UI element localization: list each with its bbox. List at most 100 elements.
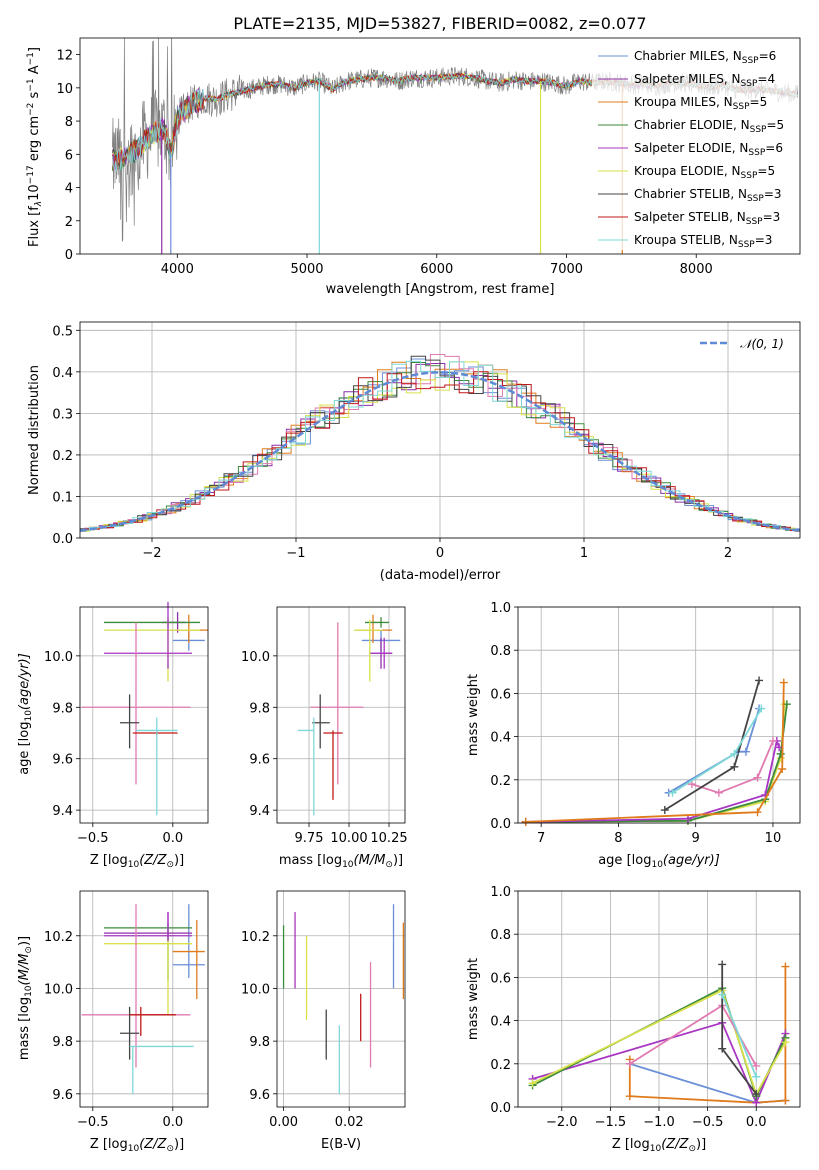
y-tick-label: 4 [65, 182, 73, 197]
legend-subscript: SSP [747, 194, 764, 204]
weight-line [721, 994, 758, 1078]
legend-subscript: SSP [733, 102, 750, 112]
y-tick-label: 9.4 [52, 804, 73, 819]
y-tick-label: 0.0 [52, 532, 73, 547]
x-tick-label: −1.5 [595, 1115, 627, 1130]
weight-marker [757, 704, 766, 713]
weight-marker [718, 1044, 727, 1053]
weight-marker [752, 1072, 761, 1081]
weight-marker [768, 736, 777, 745]
y-tick-label: 0.6 [490, 687, 511, 702]
y-tick-label: 0.1 [52, 490, 73, 505]
histogram-xlabel: (data-model)/error [380, 568, 501, 583]
weight-marker [683, 814, 692, 823]
y-tick-label: 0.3 [52, 407, 73, 422]
y-tick-label: 0.0 [490, 1101, 511, 1116]
age-vs-metallicity-panel: −0.5 0.0 9.4 9.6 9.8 10.0 Z [log10(Z/Z⊙)] age… [17, 601, 209, 870]
weight-marker [718, 960, 727, 969]
x-tick-label: 5000 [290, 262, 323, 277]
weight-marker [730, 762, 739, 771]
x-tick-label: 4000 [161, 262, 194, 277]
histogram-legend: 𝒩(0, 1) [700, 337, 784, 351]
y-tick-label: 9.6 [249, 1088, 270, 1103]
x-tick-label: 0.0 [162, 1115, 183, 1130]
legend-subscript: SSP [738, 240, 755, 250]
legend-count: =6 [759, 49, 777, 63]
weight-marker [752, 1061, 761, 1070]
weight-marker [778, 765, 787, 773]
spectrum-xlabel: wavelength [Angstrom, rest frame] [326, 282, 555, 297]
y-tick-label: 10.2 [44, 930, 73, 945]
x-tick-label: 0.00 [269, 1115, 298, 1130]
mass-vs-ebv-panel: 0.00 0.02 9.6 9.8 10.0 10.2 E(B-V) [241, 890, 406, 1152]
weight-marker [660, 806, 669, 815]
y-tick-label: 9.6 [52, 1088, 73, 1103]
y-tick-label: 0.8 [490, 644, 511, 659]
y-tick-label: 9.4 [249, 804, 270, 819]
weight-marker [752, 1090, 761, 1099]
x-tick-label: −0.5 [77, 831, 109, 846]
legend-label: Chabrier ELODIE, NSSP=5 [634, 118, 784, 135]
y-tick-label: 9.8 [249, 1035, 270, 1050]
legend-label: Salpeter ELODIE, NSSP=6 [634, 141, 783, 158]
x-tick-label: −2.0 [546, 1115, 578, 1130]
spectrum-title: PLATE=2135, MJD=53827, FIBERID=0082, z=0… [233, 14, 646, 33]
legend-count: =6 [765, 141, 783, 155]
weight-vs-age-ylabel: mass weight [466, 674, 481, 756]
weight-marker [718, 990, 727, 999]
mass-vs-metallicity-panel: −0.5 0.0 9.6 9.8 10.0 10.2 Z [log10(Z/Z⊙)] ma… [17, 890, 209, 1154]
age-vs-mass-xlabel: mass [log10(M/M⊙)] [279, 853, 403, 870]
residual-histogram-panel: −2 −1 0 1 2 0.0 0.1 0.2 0.3 0.4 0.5 (data-model)/e… [27, 321, 801, 583]
spectrum-frame [79, 37, 801, 255]
x-tick-label: 10.25 [370, 831, 407, 846]
weight-marker [779, 678, 788, 687]
legend-label: Chabrier MILES, NSSP=6 [634, 49, 776, 66]
y-tick-label: 6 [65, 148, 73, 163]
x-tick-label: 8 [614, 831, 622, 846]
x-tick-label: −0.5 [77, 1115, 109, 1130]
y-tick-label: 0 [65, 248, 73, 263]
legend-subscript: SSP [748, 148, 765, 158]
weight-line [532, 989, 787, 1097]
x-tick-label: 1 [580, 546, 588, 561]
legend-label: Chabrier STELIB, NSSP=3 [634, 187, 782, 204]
y-tick-label: 0.2 [490, 1058, 511, 1073]
y-tick-label: 0.4 [490, 1015, 511, 1030]
legend-count: =5 [757, 164, 775, 178]
mass-vs-metallicity-ylabel: mass [log10(M/M⊙)] [17, 936, 34, 1060]
weight-marker [528, 1079, 537, 1088]
y-tick-label: 9.6 [249, 753, 270, 768]
weight-marker [521, 817, 530, 826]
y-tick-label: 9.8 [52, 701, 73, 716]
legend-subscript: SSP [741, 171, 758, 181]
legend-count: =5 [766, 118, 784, 132]
weight-vs-age-xlabel: age [log10(age/yr)] [598, 853, 720, 870]
weight-marker [668, 788, 677, 797]
x-tick-label: 2 [724, 546, 732, 561]
legend-count: =3 [764, 187, 782, 201]
weight-vs-age-frame [517, 606, 801, 824]
legend-count: =4 [757, 72, 775, 86]
x-tick-label: 6000 [420, 262, 453, 277]
legend-subscript: SSP [741, 79, 758, 89]
age-vs-mass-panel: 9.75 10.00 10.25 9.4 9.6 9.8 10.0 mass [log10(… [241, 606, 408, 870]
x-tick-label: 10 [765, 831, 782, 846]
x-tick-label: 0.02 [335, 1115, 364, 1130]
age-vs-metallicity-frame [79, 606, 209, 824]
y-tick-label: 12 [56, 49, 73, 64]
weight-line [525, 682, 785, 823]
weight-vs-metallicity-xlabel: Z [log10(Z/Z⊙)] [612, 1137, 706, 1154]
x-tick-label: 0.0 [162, 831, 183, 846]
y-tick-label: 0.5 [52, 324, 73, 339]
x-tick-label: 0 [436, 546, 444, 561]
gaussian-curve [80, 371, 800, 532]
legend-count: =5 [750, 95, 768, 109]
x-tick-label: 0.0 [746, 1115, 767, 1130]
y-tick-label: 9.8 [52, 1035, 73, 1050]
weight-marker [781, 1096, 790, 1105]
weight-vs-metallicity-ylabel: mass weight [466, 958, 481, 1040]
residual-histogram-step [80, 360, 800, 531]
weight-marker [625, 1092, 634, 1101]
mass-vs-metallicity-xlabel: Z [log10(Z/Z⊙)] [90, 1137, 184, 1154]
y-tick-label: 1.0 [490, 885, 511, 900]
